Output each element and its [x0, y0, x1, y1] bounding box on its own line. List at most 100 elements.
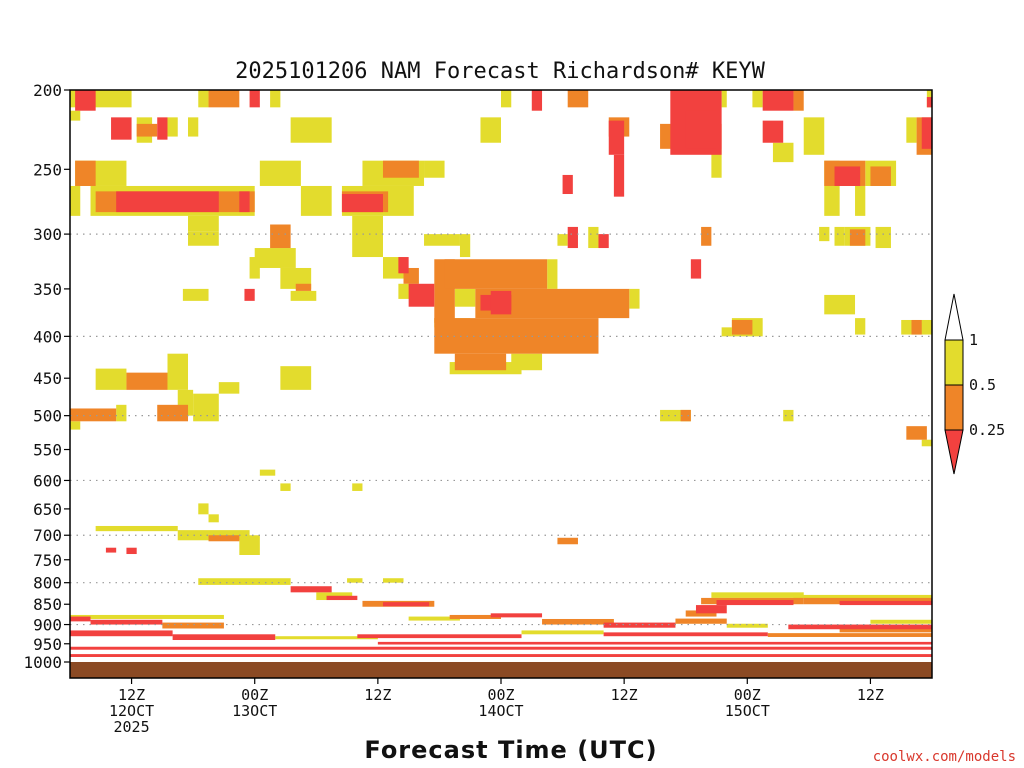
- y-tick-label: 400: [33, 327, 62, 346]
- chart-title: 2025101206 NAM Forecast Richardson# KEYW: [235, 59, 766, 84]
- heat-cell: [480, 117, 501, 143]
- heat-cell: [608, 120, 625, 155]
- heat-cell: [711, 592, 804, 598]
- x-tick-label: 00Z: [241, 686, 268, 704]
- heat-cell: [459, 234, 471, 258]
- colorbar-box: [944, 384, 964, 431]
- heat-cell: [280, 267, 312, 289]
- heat-cell: [762, 90, 794, 111]
- heat-cell: [239, 191, 250, 213]
- heat-cell: [454, 288, 476, 307]
- heat-cell: [157, 117, 168, 140]
- heat-cell: [839, 627, 932, 633]
- x-tick-label: 12Z: [364, 686, 391, 704]
- heat-cell: [690, 259, 702, 279]
- heat-cell: [300, 185, 332, 216]
- heat-cell: [803, 117, 825, 155]
- y-tick-label: 900: [33, 616, 62, 635]
- heat-cell: [849, 229, 866, 246]
- heat-cell: [198, 578, 291, 585]
- heat-cell: [290, 290, 317, 301]
- heat-cell: [542, 618, 614, 625]
- heat-cell: [70, 616, 91, 622]
- heat-cell: [603, 632, 768, 637]
- heat-cell: [731, 319, 753, 335]
- colorbar-top-triangle: [944, 293, 964, 341]
- heat-cell: [259, 469, 276, 476]
- heat-cell: [75, 90, 96, 111]
- y-tick-label: 550: [33, 441, 62, 460]
- heat-cell: [270, 90, 281, 108]
- heat-cell: [382, 578, 404, 583]
- heat-cell: [290, 586, 332, 593]
- heat-cell: [188, 231, 219, 246]
- x-axis-label: Forecast Time (UTC): [364, 736, 657, 764]
- y-tick-label: 200: [33, 81, 62, 100]
- heat-cell: [685, 110, 717, 149]
- heat-cell: [188, 215, 219, 232]
- y-tick-label: 600: [33, 471, 62, 490]
- y-axis: 200 250 300 350 400 450 500 550 600 650 700 750 800 8…: [23, 81, 70, 672]
- heat-cell: [511, 353, 543, 371]
- heat-cell: [711, 148, 722, 178]
- x-tick-label: 12Z: [118, 686, 145, 704]
- heat-cell: [588, 226, 599, 249]
- heat-cell: [95, 525, 178, 532]
- heat-cell: [454, 353, 507, 371]
- heat-cell: [490, 613, 543, 618]
- heat-cell: [398, 257, 409, 274]
- heat-cell: [218, 382, 240, 394]
- heat-cell: [701, 226, 712, 246]
- colorbar-box: [944, 339, 964, 386]
- plot-area: [70, 90, 932, 657]
- x-tick-label: 2025: [114, 718, 150, 736]
- heat-cell: [557, 537, 578, 545]
- y-tick-label: 750: [33, 551, 62, 570]
- heat-cell: [531, 90, 543, 111]
- heat-cell: [824, 294, 856, 315]
- heat-cell: [695, 605, 727, 614]
- heat-cell: [75, 160, 96, 186]
- heat-cell: [675, 618, 727, 624]
- ground-strip: [70, 662, 932, 678]
- heat-cell: [341, 194, 383, 213]
- heat-cell: [444, 259, 548, 289]
- heat-cell: [547, 259, 558, 289]
- heat-cell: [721, 90, 727, 108]
- heat-cell: [793, 594, 932, 599]
- heat-cell: [408, 616, 460, 621]
- heat-cell: [347, 578, 363, 583]
- heat-cell: [244, 288, 255, 301]
- heat-cell: [629, 288, 640, 309]
- heat-cell: [188, 117, 199, 137]
- y-tick-label: 650: [33, 500, 62, 519]
- heat-cell: [193, 393, 219, 422]
- heat-cell: [603, 622, 676, 628]
- heat-cell: [70, 646, 932, 650]
- heat-cell: [906, 426, 927, 440]
- credit-text: coolwx.com/models: [873, 749, 1016, 765]
- heat-cell: [105, 547, 117, 553]
- heat-cell: [501, 90, 512, 108]
- heat-cell: [126, 547, 137, 555]
- heat-cell: [111, 117, 132, 140]
- heat-cell: [424, 160, 445, 178]
- heat-cell: [870, 166, 891, 186]
- y-tick-label: 800: [33, 574, 62, 593]
- heat-cell: [680, 409, 691, 422]
- heat-cell: [567, 90, 589, 108]
- heat-cell: [921, 439, 932, 447]
- heat-cell: [875, 226, 891, 249]
- heat-cell: [90, 619, 163, 625]
- heat-cell: [208, 90, 240, 108]
- heat-cell: [926, 97, 932, 108]
- heat-cell: [793, 90, 804, 111]
- ground-bar: [70, 662, 932, 678]
- heat-cell: [275, 636, 378, 640]
- heat-cell: [70, 408, 117, 422]
- heat-cell: [783, 409, 794, 422]
- heat-cell: [254, 248, 296, 268]
- heat-cell: [249, 90, 260, 108]
- heat-cell: [280, 366, 312, 390]
- heat-cell: [352, 215, 383, 258]
